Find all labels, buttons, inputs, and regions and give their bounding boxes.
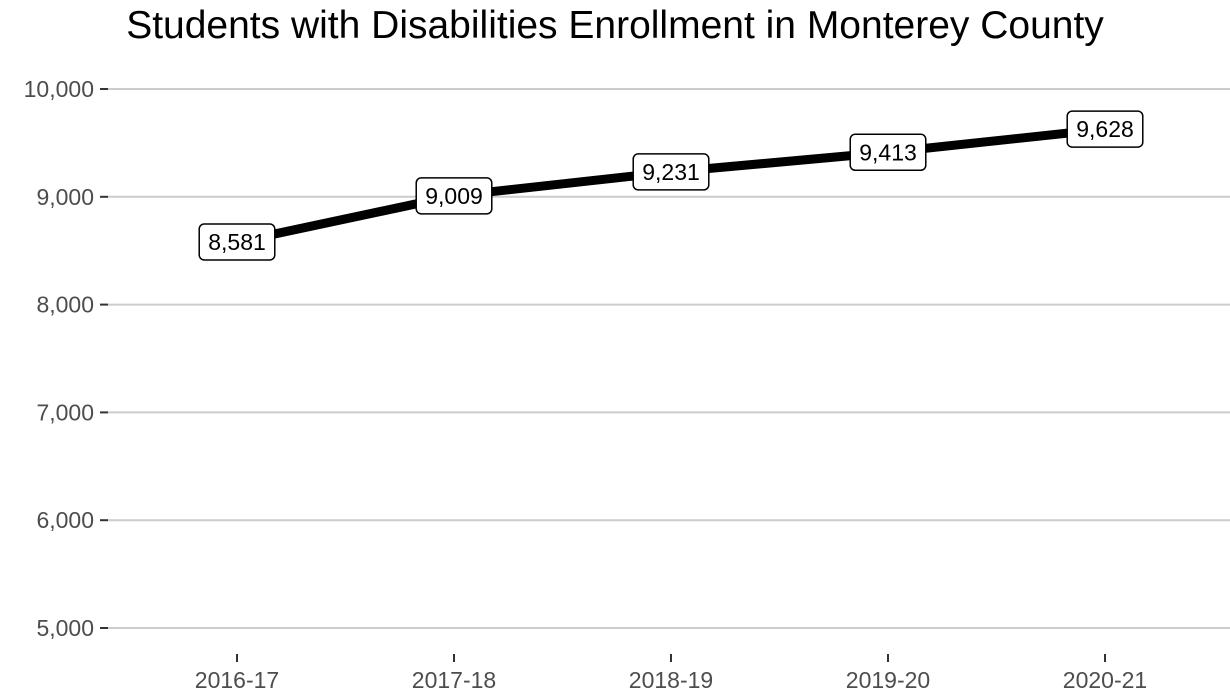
chart-title: Students with Disabilities Enrollment in… xyxy=(126,4,1104,47)
data-label-text: 9,231 xyxy=(642,159,700,185)
axes: 5,000 6,000 7,000 8,000 9,000 10,000 2016-17 20… xyxy=(24,76,1148,693)
data-label-box xyxy=(415,177,493,215)
data-label-text: 8,581 xyxy=(208,229,266,255)
x-tick-label: 2017-18 xyxy=(412,667,496,693)
x-tick-label: 2020-21 xyxy=(1063,667,1147,693)
data-label: 9,413 xyxy=(849,133,927,172)
data-label-text: 9,009 xyxy=(425,183,483,209)
data-label-box xyxy=(849,133,927,172)
y-tick-label: 7,000 xyxy=(36,399,94,425)
data-label-text: 9,413 xyxy=(859,139,917,165)
data-labels: 8,581 9,009 9,231 9,413 9,628 xyxy=(198,110,1144,261)
data-label-box xyxy=(1066,110,1144,148)
data-label: 8,581 xyxy=(198,223,276,261)
gridlines xyxy=(108,88,1230,629)
x-tick-label: 2019-20 xyxy=(846,667,930,693)
data-label-text: 9,628 xyxy=(1076,116,1134,142)
y-tick-label: 9,000 xyxy=(36,184,94,210)
y-tick-label: 5,000 xyxy=(36,615,94,641)
data-label: 9,231 xyxy=(632,153,710,191)
data-label: 9,009 xyxy=(415,177,493,215)
y-tick-label: 10,000 xyxy=(24,76,94,102)
data-label-box xyxy=(198,223,276,261)
data-label-box xyxy=(632,153,710,191)
y-tick-label: 6,000 xyxy=(36,507,94,533)
x-tick-label: 2016-17 xyxy=(195,667,279,693)
data-label: 9,628 xyxy=(1066,110,1144,148)
y-tick-label: 8,000 xyxy=(36,292,94,318)
x-tick-label: 2018-19 xyxy=(629,667,713,693)
